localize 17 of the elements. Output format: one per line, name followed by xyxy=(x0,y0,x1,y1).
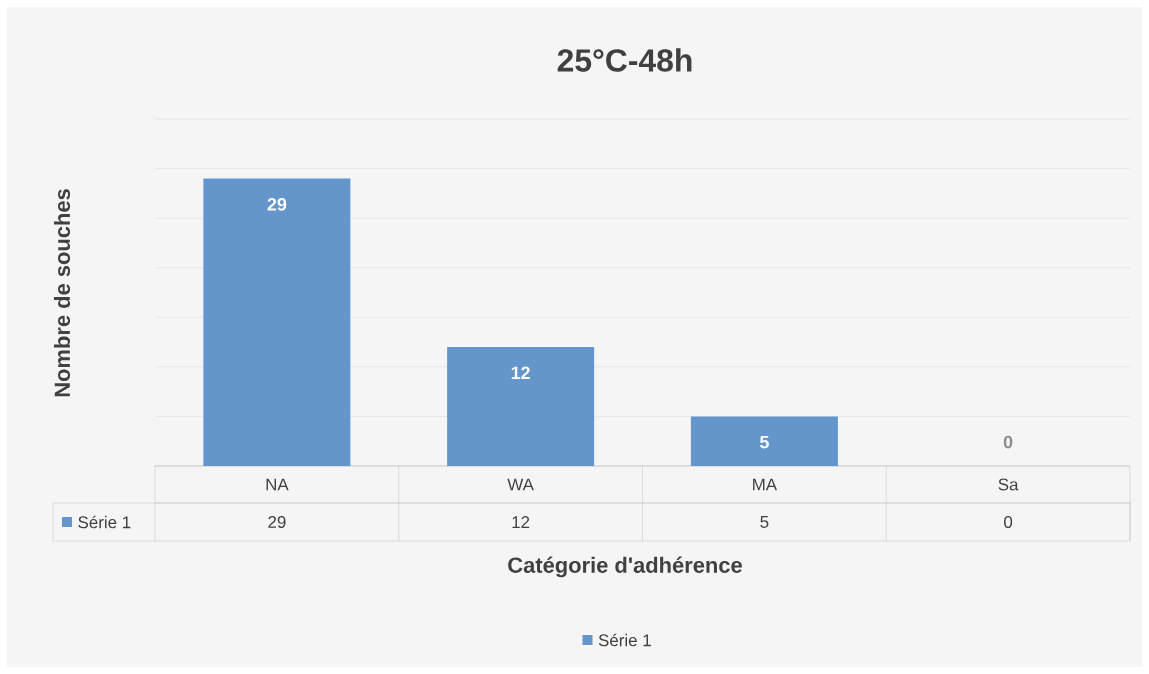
x-tick-label: WA xyxy=(507,478,534,491)
text: 0 xyxy=(1004,515,1013,528)
data-label: 0 xyxy=(1003,435,1013,449)
text: 29 xyxy=(268,515,286,528)
data-label: 12 xyxy=(511,366,530,380)
legend-label: Série 1 xyxy=(78,515,131,529)
x-tick-label: MA xyxy=(753,478,778,491)
chart-title: 25°C-48h xyxy=(557,48,692,72)
data-label: 5 xyxy=(759,435,769,449)
text: Série 1 xyxy=(598,633,651,647)
y-axis-title: Nombre de souches xyxy=(53,189,71,397)
x-tick-label: NA xyxy=(266,478,289,491)
text: 12 xyxy=(512,516,530,528)
x-axis-title: Catégorie d'adhérence xyxy=(508,556,742,578)
text: 5 xyxy=(760,516,769,528)
x-tick-label: Sa xyxy=(998,478,1019,491)
data-label: 29 xyxy=(267,198,287,211)
